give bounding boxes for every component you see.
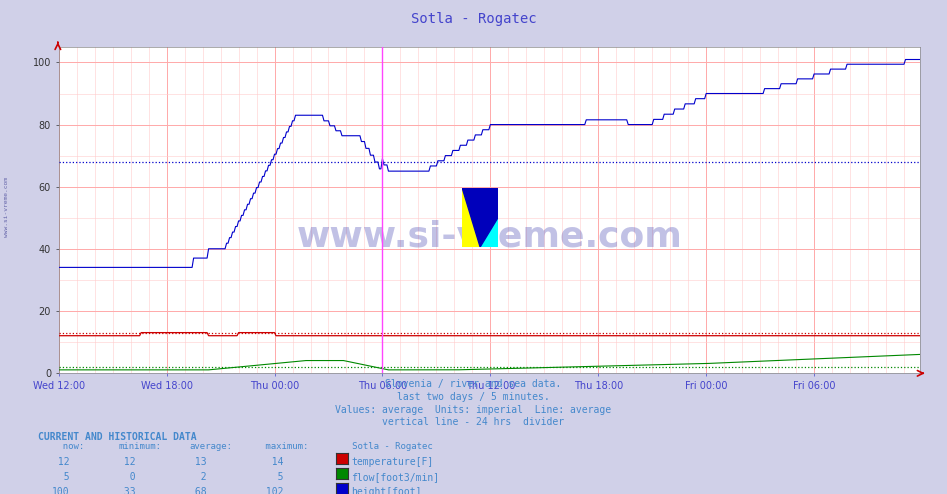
Text: temperature[F]: temperature[F] xyxy=(351,457,434,467)
Text: 68: 68 xyxy=(189,487,207,494)
Text: www.si-vreme.com: www.si-vreme.com xyxy=(296,219,683,253)
Polygon shape xyxy=(462,188,480,247)
Text: 5: 5 xyxy=(260,472,284,482)
Polygon shape xyxy=(480,217,498,247)
Text: 100: 100 xyxy=(52,487,70,494)
Text: 2: 2 xyxy=(189,472,207,482)
Text: 102: 102 xyxy=(260,487,284,494)
Text: maximum:: maximum: xyxy=(260,442,309,451)
Text: Sotla - Rogatec: Sotla - Rogatec xyxy=(336,442,433,451)
Text: 33: 33 xyxy=(118,487,136,494)
Text: minimum:: minimum: xyxy=(118,442,161,451)
Polygon shape xyxy=(462,188,498,247)
Text: 12: 12 xyxy=(52,457,70,467)
Text: height[foot]: height[foot] xyxy=(351,487,421,494)
Text: 13: 13 xyxy=(189,457,207,467)
Text: Slovenia / river and sea data.: Slovenia / river and sea data. xyxy=(385,379,562,389)
Text: CURRENT AND HISTORICAL DATA: CURRENT AND HISTORICAL DATA xyxy=(38,432,197,442)
Text: flow[foot3/min]: flow[foot3/min] xyxy=(351,472,439,482)
Text: last two days / 5 minutes.: last two days / 5 minutes. xyxy=(397,392,550,402)
Text: 5: 5 xyxy=(52,472,70,482)
Text: 14: 14 xyxy=(260,457,284,467)
Text: 0: 0 xyxy=(118,472,136,482)
Text: average:: average: xyxy=(189,442,232,451)
Text: Values: average  Units: imperial  Line: average: Values: average Units: imperial Line: av… xyxy=(335,405,612,414)
Text: Sotla - Rogatec: Sotla - Rogatec xyxy=(411,12,536,26)
Text: 12: 12 xyxy=(118,457,136,467)
Text: www.si-vreme.com: www.si-vreme.com xyxy=(4,177,9,238)
Text: now:: now: xyxy=(52,442,84,451)
Text: vertical line - 24 hrs  divider: vertical line - 24 hrs divider xyxy=(383,417,564,427)
